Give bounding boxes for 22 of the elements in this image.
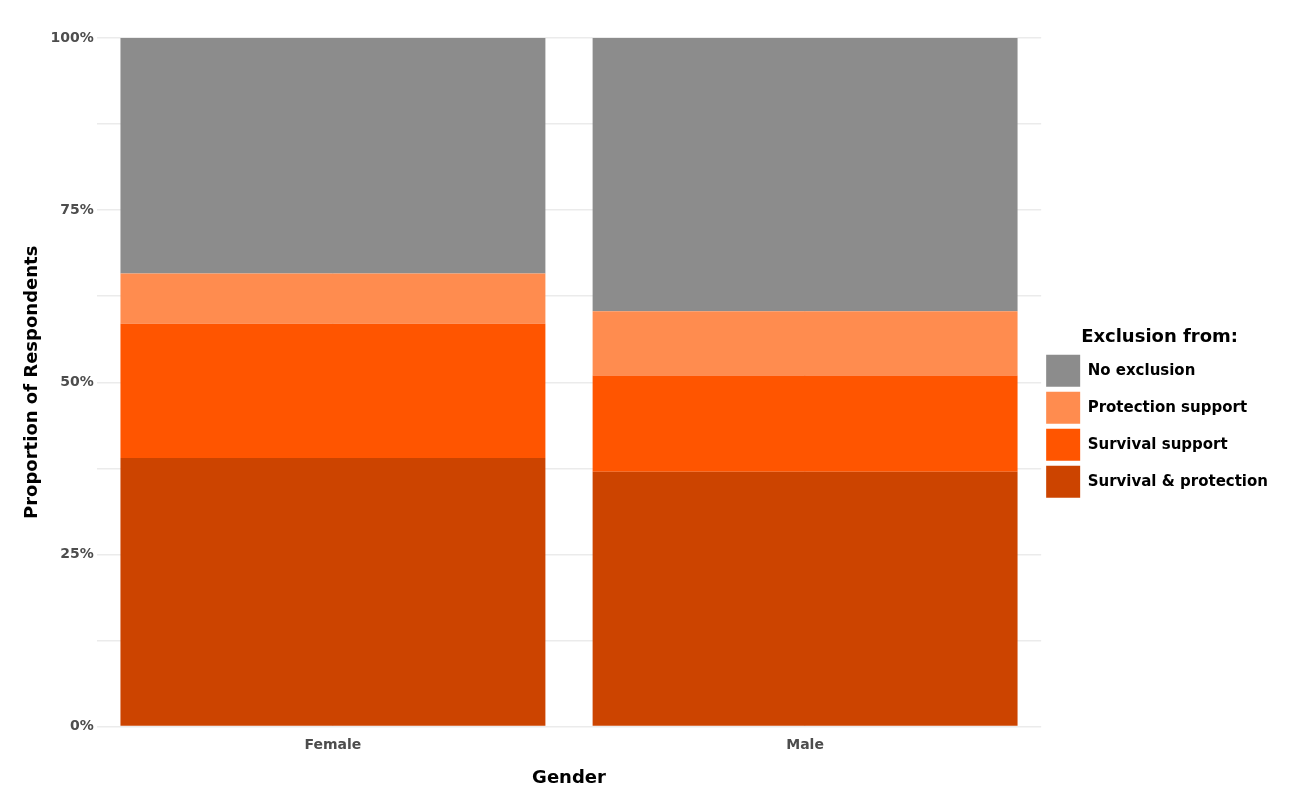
x-axis-title: Gender <box>532 765 607 787</box>
legend-label: Survival & protection <box>1087 471 1269 490</box>
y-axis-title: Proportion of Respondents <box>20 245 42 519</box>
x-tick-label: Male <box>786 735 824 752</box>
legend-title: Exclusion from: <box>1081 324 1239 346</box>
legend-label: Protection support <box>1087 397 1248 416</box>
y-tick-label: 75% <box>60 200 94 217</box>
y-tick-label: 0% <box>70 717 94 734</box>
bar <box>120 273 546 324</box>
x-tick-label: Female <box>304 735 362 752</box>
legend-label: No exclusion <box>1087 360 1196 379</box>
bar <box>592 311 1018 376</box>
legend-label: Survival support <box>1087 434 1228 453</box>
y-tick-label: 100% <box>50 28 94 45</box>
bar <box>592 38 1018 312</box>
bar <box>120 38 546 274</box>
y-tick-label: 50% <box>60 372 94 389</box>
bar <box>592 471 1018 726</box>
bar <box>592 375 1018 472</box>
bar <box>120 458 546 726</box>
bar <box>120 323 546 459</box>
y-tick-label: 25% <box>60 545 94 562</box>
